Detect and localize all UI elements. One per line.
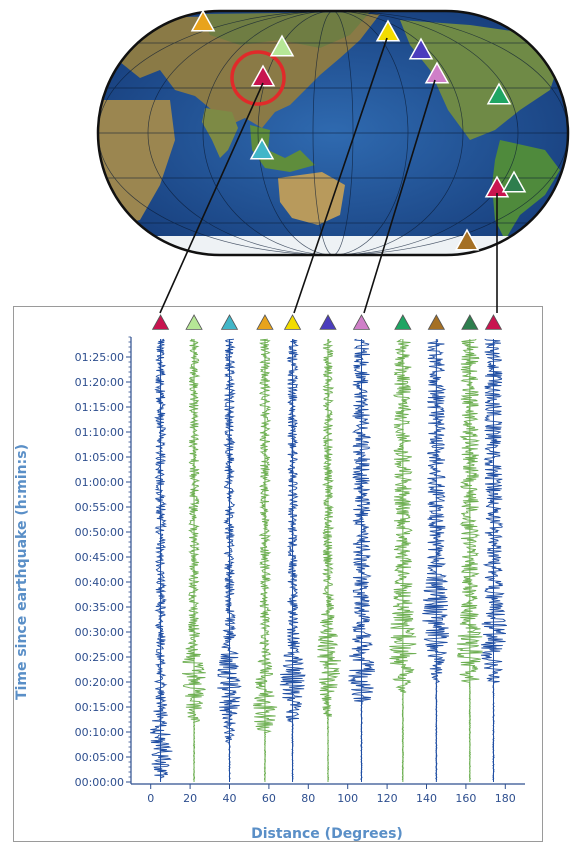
trace-waveform: [389, 338, 417, 781]
trace-waveform: [182, 338, 206, 781]
x-tick-label: 140: [416, 792, 437, 805]
y-tick-label: 01:05:00: [75, 451, 124, 464]
station-triangle-icon: [394, 314, 412, 330]
y-tick-label: 00:50:00: [75, 526, 124, 539]
trace-waveform: [480, 338, 507, 780]
north-america-landmass: [400, 20, 560, 140]
station-triangle-icon: [220, 314, 239, 330]
seismogram-trace: [182, 338, 206, 782]
seismogram-trace: [480, 338, 507, 782]
x-tick-label: 60: [262, 792, 276, 805]
y-tick-label: 00:55:00: [75, 501, 124, 514]
trace-waveform: [348, 338, 376, 781]
trace-waveform: [422, 339, 449, 781]
y-tick-label: 00:30:00: [75, 626, 124, 639]
station-marker-icon: [269, 34, 295, 57]
seismogram-trace: [150, 338, 173, 782]
y-axis-title: Time since earthquake (h:min:s): [14, 444, 30, 700]
south-america-landmass: [492, 140, 560, 240]
y-tick-label: 01:20:00: [75, 376, 124, 389]
y-tick-label: 00:40:00: [75, 576, 124, 589]
station-marker-icon: [408, 37, 434, 60]
y-tick-label: 00:20:00: [75, 676, 124, 689]
station-marker-icon: [190, 9, 216, 32]
seismogram-trace: [456, 338, 483, 782]
station-marker-icon: [486, 82, 512, 105]
station-triangle-icon: [185, 314, 203, 330]
seismogram-trace: [317, 339, 342, 782]
station-triangle-icon: [283, 314, 302, 330]
station-triangle-icon: [151, 314, 170, 330]
seismogram-trace: [422, 339, 449, 782]
seismogram-trace: [279, 338, 306, 782]
y-tick-label: 01:10:00: [75, 426, 124, 439]
trace-waveform: [253, 338, 278, 781]
x-tick-label: 180: [495, 792, 516, 805]
y-tick-label: 00:25:00: [75, 651, 124, 664]
trace-waveform: [150, 338, 173, 781]
station-triangle-icon: [352, 314, 371, 330]
y-tick-label: 00:10:00: [75, 726, 124, 739]
x-tick-label: 120: [377, 792, 398, 805]
y-tick-label: 01:15:00: [75, 401, 124, 414]
station-marker-icon: [501, 170, 527, 193]
seismogram-trace: [389, 338, 417, 782]
station-marker-icon: [454, 228, 480, 251]
y-tick-label: 00:05:00: [75, 751, 124, 764]
y-tick-label: 00:35:00: [75, 601, 124, 614]
x-tick-label: 0: [147, 792, 154, 805]
station-marker-icon: [375, 19, 401, 42]
y-tick-label: 01:00:00: [75, 476, 124, 489]
station-marker-icon: [424, 61, 450, 84]
seismogram-chart: 00:00:00 00:05:00 00:10:00 00:15:00 00:20:00…: [14, 314, 525, 842]
x-tick-label: 40: [223, 792, 237, 805]
station-triangle-icon: [484, 314, 503, 330]
x-tick-label: 100: [337, 792, 358, 805]
station-triangle-icon: [256, 314, 274, 330]
world-map: [96, 9, 570, 257]
x-tick-label: 80: [301, 792, 315, 805]
africa-landmass: [98, 100, 175, 225]
antarctica-landmass: [98, 236, 568, 255]
y-tick-label: 01:25:00: [75, 351, 124, 364]
seismogram-trace: [253, 338, 278, 782]
y-tick-label: 00:00:00: [75, 776, 124, 789]
seismogram-trace: [217, 338, 242, 782]
y-tick-label: 00:45:00: [75, 551, 124, 564]
y-tick-label: 00:15:00: [75, 701, 124, 714]
seismogram-trace: [348, 338, 376, 782]
trace-waveform: [456, 338, 483, 781]
seismogram-panel: 00:00:00 00:05:00 00:10:00 00:15:00 00:20:00…: [13, 306, 543, 842]
station-triangle-icon: [461, 314, 479, 330]
trace-waveform: [279, 338, 306, 781]
x-axis-title: Distance (Degrees): [251, 826, 403, 842]
station-triangle-icon: [427, 314, 446, 330]
trace-waveform: [317, 339, 342, 781]
x-tick-label: 160: [455, 792, 476, 805]
x-tick-label: 20: [183, 792, 197, 805]
station-triangle-icon: [319, 314, 337, 330]
trace-waveform: [217, 338, 242, 781]
